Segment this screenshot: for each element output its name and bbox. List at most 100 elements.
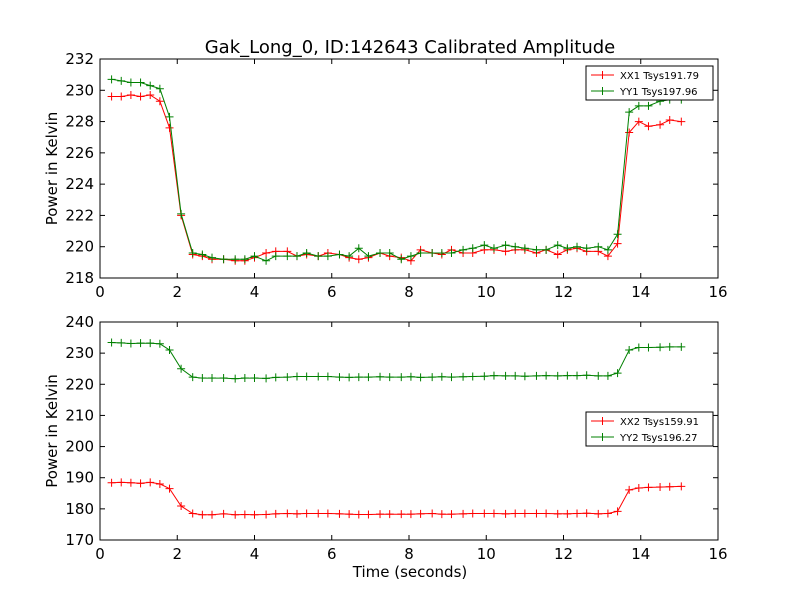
data-point	[136, 479, 145, 488]
data-point	[354, 373, 363, 382]
y-tick-label: 230	[65, 344, 94, 362]
data-point	[532, 245, 541, 254]
data-point	[117, 338, 126, 347]
data-point	[489, 371, 498, 380]
data-point	[447, 510, 456, 519]
data-point	[677, 482, 686, 491]
x-tick-label: 4	[250, 283, 260, 301]
data-point	[613, 507, 622, 516]
data-point	[406, 372, 415, 381]
data-point	[582, 371, 591, 380]
data-point	[625, 128, 634, 137]
data-point	[542, 245, 551, 254]
axes-frame	[99, 58, 719, 279]
data-point	[665, 116, 674, 125]
data-point	[613, 239, 622, 248]
legend-label: XX1 Tsys191.79	[620, 71, 699, 82]
data-point	[302, 372, 311, 381]
series-yy1	[107, 75, 686, 265]
y-tick-label: 170	[65, 531, 94, 549]
data-point	[155, 97, 164, 106]
data-point	[146, 90, 155, 99]
data-point	[146, 339, 155, 348]
x-tick-label: 12	[554, 283, 573, 301]
data-point	[501, 371, 510, 380]
data-point	[250, 510, 259, 519]
data-point	[553, 241, 562, 250]
data-point	[262, 374, 271, 383]
data-point	[262, 248, 271, 257]
data-point	[208, 374, 217, 383]
data-point	[501, 241, 510, 250]
data-point	[155, 84, 164, 93]
legend-label: YY2 Tsys196.27	[619, 433, 698, 444]
data-point	[250, 374, 259, 383]
data-point	[520, 509, 529, 518]
data-point	[146, 478, 155, 487]
data-point	[573, 371, 582, 380]
legend-label: YY1 Tsys197.96	[619, 87, 698, 98]
y-axis-label: Power in Kelvin	[43, 374, 61, 488]
data-point	[188, 248, 197, 257]
data-point	[594, 509, 603, 518]
data-point	[480, 241, 489, 250]
data-point	[385, 248, 394, 257]
data-point	[563, 244, 572, 253]
data-point	[107, 338, 116, 347]
data-point	[345, 373, 354, 382]
data-point	[117, 76, 126, 85]
data-point	[364, 510, 373, 519]
data-point	[416, 509, 425, 518]
data-point	[553, 509, 562, 518]
data-point	[107, 92, 116, 101]
data-point	[188, 509, 197, 518]
x-tick-label: 4	[250, 545, 260, 563]
x-tick-label: 10	[477, 283, 496, 301]
data-point	[219, 255, 228, 264]
data-point	[292, 252, 301, 261]
data-point	[354, 510, 363, 519]
bottom-plot: 0 2 4 6 8 10 12 14 16 170 180 190 200 210 220 230 240 Pow…	[43, 313, 728, 563]
data-point	[594, 242, 603, 251]
data-point	[634, 343, 643, 352]
data-point	[323, 372, 332, 381]
data-point	[107, 75, 116, 84]
data-point	[459, 245, 468, 254]
data-point	[165, 484, 174, 493]
y-tick-label: 210	[65, 406, 94, 424]
data-point	[198, 510, 207, 519]
data-point	[126, 339, 135, 348]
legend-label: XX2 Tsys159.91	[620, 417, 699, 428]
data-point	[126, 478, 135, 487]
x-tick-label: 0	[95, 283, 105, 301]
x-tick-label: 14	[631, 283, 650, 301]
data-point	[542, 371, 551, 380]
data-point	[644, 101, 653, 110]
data-point	[155, 339, 164, 348]
x-tick-label: 16	[708, 283, 727, 301]
x-tick-label: 8	[404, 283, 414, 301]
data-point	[489, 509, 498, 518]
data-point	[335, 509, 344, 518]
x-tick-label: 16	[708, 545, 727, 563]
data-point	[323, 509, 332, 518]
data-point	[447, 248, 456, 257]
data-point	[376, 248, 385, 257]
data-point	[665, 342, 674, 351]
data-point	[376, 372, 385, 381]
data-point	[292, 372, 301, 381]
x-tick-label: 10	[477, 545, 496, 563]
data-point	[625, 485, 634, 494]
y-tick-label: 200	[65, 438, 94, 456]
axes-frame	[99, 321, 719, 541]
data-point	[364, 252, 373, 261]
data-point	[292, 509, 301, 518]
data-point	[480, 372, 489, 381]
data-point	[489, 244, 498, 253]
data-point	[573, 242, 582, 251]
series-line	[111, 94, 682, 262]
data-point	[198, 250, 207, 259]
data-point	[613, 230, 622, 239]
data-point	[501, 509, 510, 518]
data-point	[283, 509, 292, 518]
